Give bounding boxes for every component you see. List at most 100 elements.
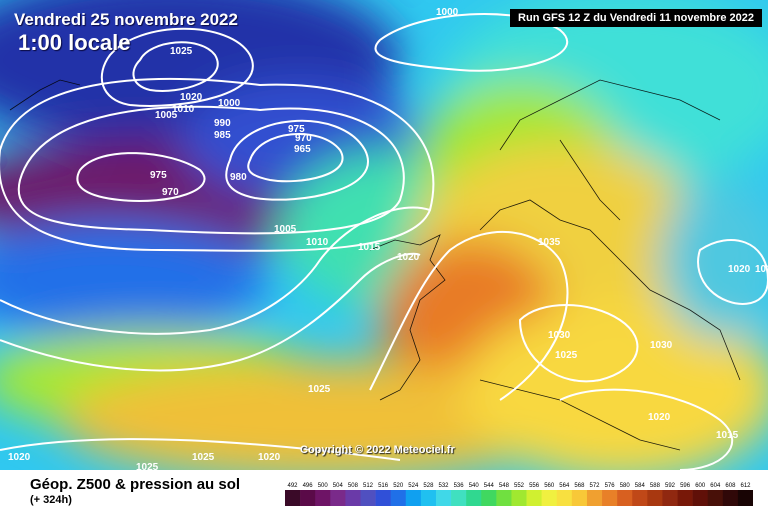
model-run-label: Run GFS 12 Z du Vendredi 11 novembre 202… [510,9,762,27]
scale-swatch [556,490,573,506]
scale-tick-label: 492 [287,483,298,489]
isobar-label: 975 [150,170,167,181]
scale-tick-label: 496 [303,483,314,489]
scale-tick-label: 560 [544,483,555,489]
scale-swatch [707,490,724,506]
scale-swatch [722,490,739,506]
scale-tick-label: 536 [454,483,465,489]
isobar-label: 1010 [172,104,195,115]
scale-tick-label: 588 [650,483,661,489]
scale-tick-label: 572 [589,483,600,489]
isobar-label: 1005 [274,224,297,235]
scale-tick-label: 604 [710,483,721,489]
scale-swatch [571,490,588,506]
isobar-label: 1015 [358,242,381,253]
isobar-label: 1020 [258,452,281,463]
scale-swatch [451,490,467,506]
map-canvas: 1000 1025 1020 1000 1005 1010 990 985 97… [0,0,768,470]
isobar-label: 1015 [716,430,739,441]
scale-swatch [586,490,603,506]
scale-swatch [526,490,542,506]
isobar-label: 1020 [728,264,751,275]
scale-tick-label: 512 [363,483,374,489]
isobar-label: 1000 [436,7,459,18]
scale-tick-label: 584 [635,483,646,489]
scale-tick-label: 612 [740,483,751,489]
scale-swatch [435,490,452,506]
scale-tick-label: 540 [469,483,480,489]
scale-tick-label: 520 [393,483,404,489]
isobar-label: 1005 [155,110,178,121]
isobar-label: 1030 [548,330,571,341]
scale-tick-label: 580 [620,483,631,489]
isobar-label: 970 [295,133,312,144]
isobar-label: 1020 [648,412,671,423]
coastlines [9,79,741,451]
scale-swatch [390,490,407,506]
isobar-label: 1025 [555,350,578,361]
copyright-notice: Copyright © 2022 Meteociel.fr [300,444,455,456]
isobar-label: 1020 [8,452,31,463]
legend-title: Géop. Z500 & pression au sol [30,476,241,493]
scale-swatch [662,490,678,506]
scale-swatch [541,490,558,506]
legend-footer: Géop. Z500 & pression au sol (+ 324h) 49… [0,470,768,512]
scale-tick-label: 504 [333,483,344,489]
scale-tick-label: 544 [484,483,495,489]
isobar-label: 1030 [650,340,673,351]
scale-swatch [511,490,527,506]
isobar-label: 980 [230,172,247,183]
isobar-lines [0,13,768,470]
isobar-label: 1025 [192,452,215,463]
scale-swatch [285,490,301,506]
scale-tick-label: 608 [725,483,736,489]
scale-tick-label: 524 [408,483,419,489]
scale-tick-label: 508 [348,483,359,489]
scale-swatch [737,490,753,506]
isobar-label: 990 [214,118,231,129]
scale-tick-label: 548 [499,483,510,489]
scale-tick-label: 564 [559,483,570,489]
isobar-label: 1010 [306,237,329,248]
legend-subtitle: (+ 324h) [30,494,72,506]
isobar-label: 1020 [397,252,420,263]
scale-tick-label: 596 [680,483,691,489]
isobar-label: 1025 [308,384,331,395]
isobar-label: 1035 [538,237,561,248]
scale-tick-label: 576 [605,483,616,489]
scale-swatch [617,490,633,506]
scale-tick-label: 600 [695,483,706,489]
scale-swatch [420,490,437,506]
scale-swatch [496,490,512,506]
isobar-label: 1025 [136,462,159,470]
scale-swatch [345,490,361,506]
isobar-label: 975 [288,124,305,135]
scale-tick-label: 532 [438,483,449,489]
scale-swatch [360,490,376,506]
isobar-label: 1020 [180,92,203,103]
scale-swatch [375,490,391,506]
forecast-date: Vendredi 25 novembre 2022 [14,10,238,29]
scale-swatch [405,490,422,506]
scale-tick-label: 568 [574,483,585,489]
scale-swatch [330,490,346,506]
isobar-label: 965 [294,144,311,155]
scale-swatch [466,490,482,506]
scale-tick-label: 528 [423,483,434,489]
isobar-label: 970 [162,187,179,198]
scale-tick-label: 552 [514,483,525,489]
scale-swatch [692,490,709,506]
scale-swatch [677,490,693,506]
scale-tick-label: 592 [665,483,676,489]
isobar-label: 1000 [218,98,241,109]
forecast-time: 1:00 locale [18,30,131,55]
scale-tick-label: 500 [318,483,329,489]
isobar-label: 1010 [755,264,768,275]
scale-tick-label: 516 [378,483,389,489]
geopotential-field [0,0,768,470]
scale-swatch [602,490,618,506]
scale-swatch [647,490,663,506]
color-scale: 492 496 500 504 508 512 516 520 524 528 532 536 540 5… [285,483,753,506]
scale-swatch [632,490,648,506]
